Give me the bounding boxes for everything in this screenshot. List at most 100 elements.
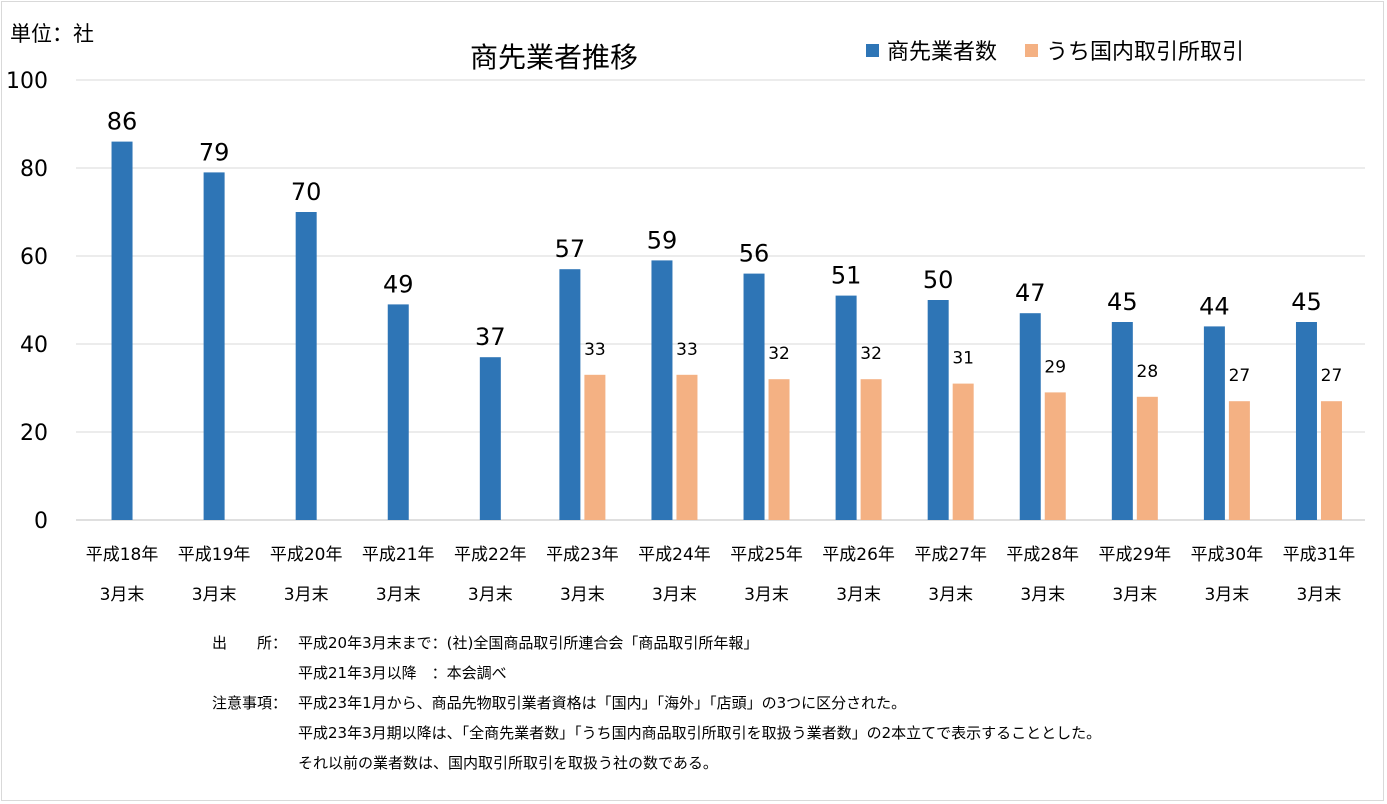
- note-row: 出 所： 平成20年3月末まで：(社)全国商品取引所連合会「商品取引所年報」: [212, 628, 1101, 658]
- data-label-total: 37: [475, 323, 506, 351]
- data-label-total: 50: [923, 266, 954, 294]
- bar-total: [387, 304, 409, 520]
- x-tick-label: 3月末: [376, 585, 421, 605]
- x-tick-label: 3月末: [100, 585, 145, 605]
- data-label-total: 44: [1199, 292, 1230, 320]
- legend-item-total: 商先業者数: [866, 34, 997, 66]
- data-label-domestic: 33: [676, 340, 698, 360]
- bar-total: [1203, 326, 1225, 520]
- x-tick-label: 平成25年: [730, 545, 803, 565]
- x-tick-label: 3月末: [468, 585, 513, 605]
- bar-domestic: [584, 374, 606, 520]
- note-text: それ以前の業者数は、国内取引所取引を取扱う社の数である。: [298, 754, 718, 772]
- bar-domestic: [1136, 396, 1158, 520]
- x-tick-label: 平成22年: [454, 545, 527, 565]
- bar-total: [1019, 313, 1041, 520]
- data-label-total: 49: [383, 270, 414, 298]
- bar-total: [835, 295, 857, 520]
- bar-chart: 0 20 40 60 80 100 86 平成18年 3月末 79 平成19年 3月末 70 平成20年 3…: [6, 69, 1365, 605]
- x-tick-label: 平成21年: [362, 545, 435, 565]
- x-tick-label: 3月末: [560, 585, 605, 605]
- data-label-total: 51: [831, 262, 862, 290]
- y-tick-label: 20: [20, 421, 48, 446]
- x-tick-label: 平成23年: [546, 545, 619, 565]
- note-label: [212, 748, 298, 778]
- y-tick-label: 80: [20, 157, 48, 182]
- notes: 出 所： 平成20年3月末まで：(社)全国商品取引所連合会「商品取引所年報」 平成…: [212, 628, 1101, 778]
- bar-domestic: [1228, 401, 1250, 520]
- data-label-total: 57: [555, 235, 586, 263]
- x-tick-label: 3月末: [192, 585, 237, 605]
- x-tick-label: 平成20年: [270, 545, 343, 565]
- data-label-domestic: 31: [952, 349, 974, 369]
- x-tick-label: 3月末: [1020, 585, 1065, 605]
- data-label-domestic: 32: [860, 344, 882, 364]
- bar-total: [743, 273, 765, 520]
- bar-domestic: [1320, 401, 1342, 520]
- data-label-total: 45: [1291, 288, 1322, 316]
- x-tick-label: 平成19年: [178, 545, 251, 565]
- bar-total: [111, 141, 133, 520]
- bar-total: [203, 172, 225, 520]
- y-tick-label: 100: [6, 69, 48, 94]
- x-tick-label: 3月末: [284, 585, 329, 605]
- bar-total: [295, 212, 317, 520]
- note-row: 平成23年3月期以降は、「全商先業者数」「うち国内商品取引所取引を取扱う業者数」…: [212, 718, 1101, 748]
- legend-item-domestic: うち国内取引所取引: [1025, 34, 1244, 66]
- data-label-domestic: 32: [768, 344, 790, 364]
- x-tick-label: 3月末: [928, 585, 973, 605]
- data-label-total: 86: [107, 108, 138, 136]
- note-label: [212, 718, 298, 748]
- x-tick-label: 平成18年: [86, 545, 159, 565]
- data-label-domestic: 29: [1044, 357, 1066, 377]
- note-row: 注意事項： 平成23年1月から、商品先物取引業者資格は「国内」「海外」「店頭」の3…: [212, 688, 1101, 718]
- x-tick-label: 平成26年: [822, 545, 895, 565]
- y-tick-label: 0: [34, 509, 48, 534]
- x-tick-label: 3月末: [652, 585, 697, 605]
- data-label-domestic: 28: [1137, 362, 1159, 382]
- x-tick-label: 平成27年: [914, 545, 987, 565]
- note-text: 平成21年3月以降 ：本会調べ: [298, 664, 507, 682]
- bar-domestic: [952, 383, 974, 520]
- x-tick-label: 3月末: [1297, 585, 1342, 605]
- note-label: 出 所：: [212, 634, 288, 652]
- bar-domestic: [1044, 392, 1066, 520]
- note-text: 平成23年1月から、商品先物取引業者資格は「国内」「海外」「店頭」の3つに区分さ…: [298, 694, 907, 712]
- y-tick-label: 40: [20, 333, 48, 358]
- x-tick-label: 平成28年: [1006, 545, 1079, 565]
- bar-domestic: [768, 379, 790, 520]
- bar-total: [559, 269, 581, 520]
- x-tick-label: 平成31年: [1283, 545, 1356, 565]
- legend-label-total: 商先業者数: [887, 40, 998, 65]
- bar-total: [1295, 322, 1317, 520]
- legend-swatch-domestic: [1025, 43, 1039, 57]
- data-label-domestic: 33: [584, 340, 606, 360]
- y-tick-label: 60: [20, 245, 48, 270]
- bar-total: [651, 260, 673, 520]
- data-label-total: 79: [199, 138, 230, 166]
- bar-total: [1111, 322, 1133, 520]
- data-label-total: 45: [1107, 288, 1138, 316]
- chart-title: 商先業者推移: [470, 41, 639, 74]
- x-tick-label: 3月末: [1204, 585, 1249, 605]
- data-label-total: 59: [647, 226, 678, 254]
- x-tick-label: 3月末: [744, 585, 789, 605]
- legend: 商先業者数 うち国内取引所取引: [866, 34, 1272, 66]
- bar-total: [479, 357, 501, 520]
- data-label-domestic: 27: [1321, 366, 1343, 386]
- unit-label: 単位：社: [10, 22, 94, 46]
- x-tick-label: 3月末: [1112, 585, 1157, 605]
- data-label-total: 47: [1015, 279, 1046, 307]
- data-label-total: 56: [739, 240, 770, 268]
- bar-domestic: [676, 374, 698, 520]
- x-tick-label: 3月末: [836, 585, 881, 605]
- note-row: 平成21年3月以降 ：本会調べ: [212, 658, 1101, 688]
- x-tick-label: 平成24年: [638, 545, 711, 565]
- note-row: それ以前の業者数は、国内取引所取引を取扱う社の数である。: [212, 748, 1101, 778]
- note-label: [212, 658, 298, 688]
- note-text: 平成20年3月末まで：(社)全国商品取引所連合会「商品取引所年報」: [298, 634, 759, 652]
- note-text: 平成23年3月期以降は、「全商先業者数」「うち国内商品取引所取引を取扱う業者数」…: [298, 724, 1102, 742]
- legend-label-domestic: うち国内取引所取引: [1046, 40, 1245, 65]
- x-tick-label: 平成30年: [1191, 545, 1264, 565]
